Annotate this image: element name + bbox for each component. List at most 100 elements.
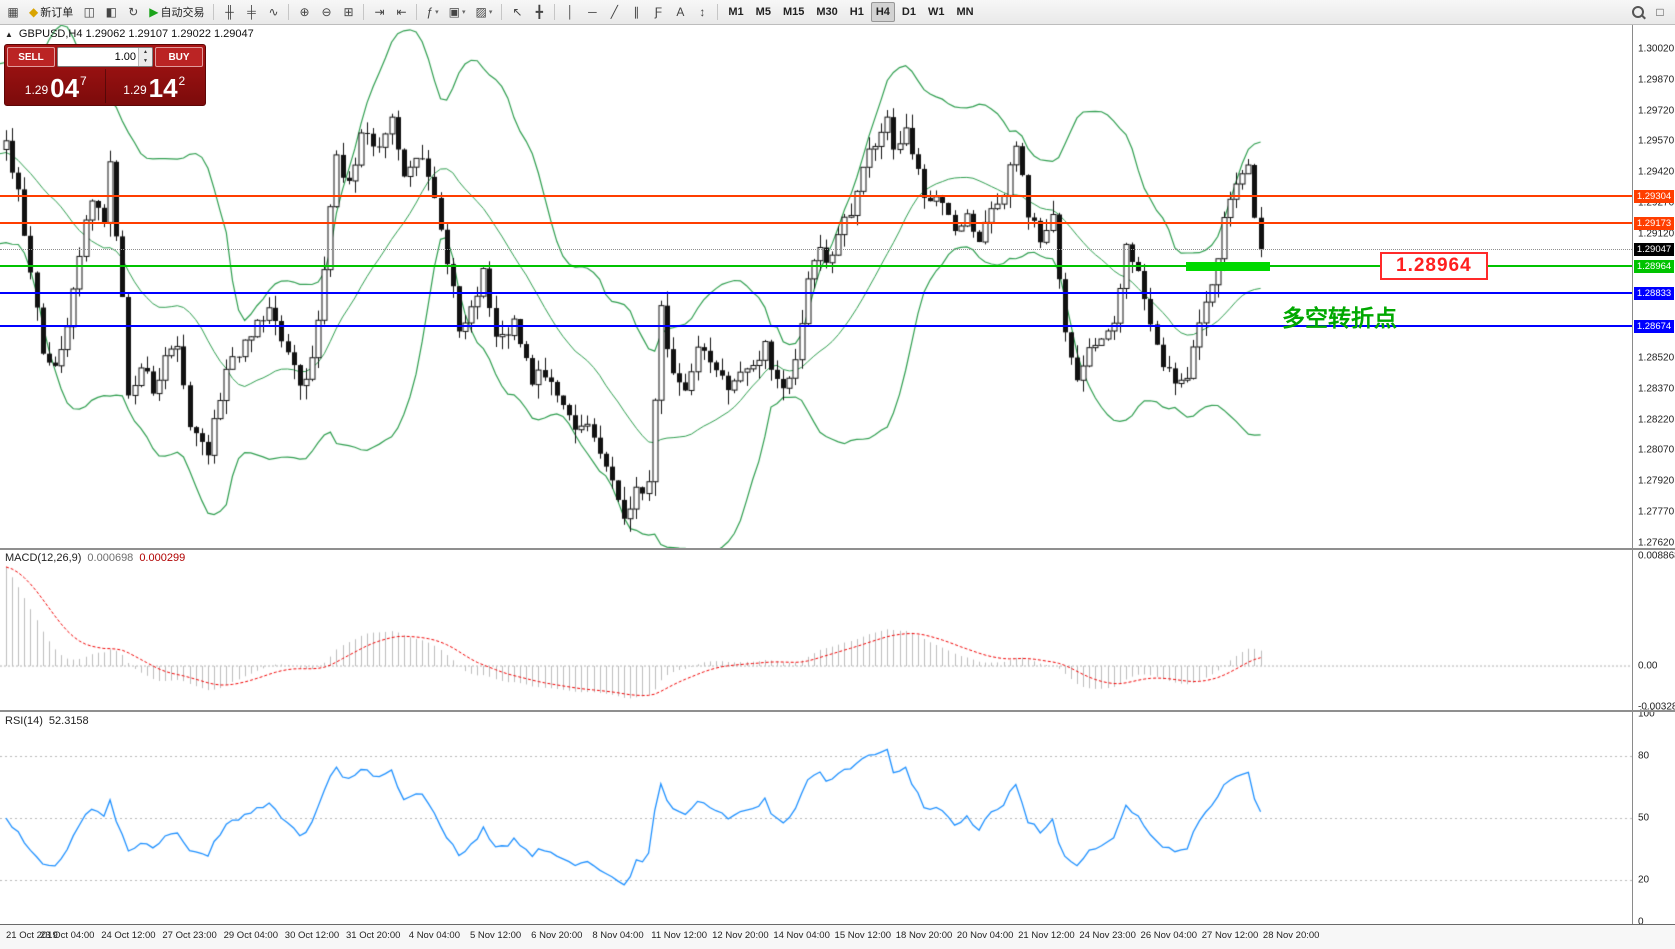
arrows-button[interactable]: ↕	[692, 2, 712, 22]
price-level-label[interactable]: 1.28964	[1380, 252, 1488, 281]
one-click-collapse-toggle[interactable]: ▲	[5, 29, 13, 39]
timeframe-m5-button[interactable]: M5	[751, 2, 776, 22]
price-chart-canvas[interactable]	[0, 24, 1632, 548]
equidistant-channel-button[interactable]: ∥	[626, 2, 646, 22]
pane-splitter-rsi[interactable]	[0, 710, 1675, 712]
sell-price-display[interactable]: 1.29 04 7	[7, 69, 106, 103]
price-tick-label: 1.27770	[1638, 506, 1675, 518]
time-label: 31 Oct 20:00	[345, 930, 401, 941]
timeframe-mn-button[interactable]: MN	[951, 2, 978, 22]
macd-axis-label: -0.003285	[1638, 701, 1675, 713]
sell-price-small: 1.29	[24, 83, 49, 97]
chart-window-icon: □	[1656, 5, 1664, 19]
rsi-indicator-label: RSI(14) 52.3158	[5, 715, 89, 727]
new-chart-button[interactable]: ▦	[3, 2, 23, 22]
time-label: 14 Nov 04:00	[773, 930, 830, 941]
chevron-down-icon: ▾	[435, 9, 439, 16]
support-line-2[interactable]	[0, 324, 1632, 327]
time-label: 5 Nov 12:00	[469, 930, 522, 941]
trendline-button[interactable]: ╱	[604, 2, 624, 22]
time-label: 8 Nov 04:00	[592, 930, 644, 941]
time-label: 18 Nov 20:00	[895, 930, 953, 941]
autotrading-label: 自动交易	[160, 7, 205, 19]
timeframe-mn-label: MN	[956, 6, 974, 18]
line-chart-icon: ∿	[268, 5, 279, 19]
time-label: 29 Oct 04:00	[223, 930, 278, 941]
zoom-in-button[interactable]: ⊕	[294, 2, 314, 22]
cursor-icon: ↖	[512, 5, 523, 19]
new-order-icon: ◆	[29, 5, 39, 19]
resistance-line-1[interactable]	[0, 195, 1632, 198]
vertical-line-button[interactable]: │	[560, 2, 580, 22]
new-order-button[interactable]: ◆ 新订单	[25, 2, 77, 22]
horizontal-line-button[interactable]: ─	[582, 2, 602, 22]
rsi-axis-label: 80	[1638, 750, 1650, 762]
trendline-icon: ╱	[610, 5, 618, 19]
profiles-button[interactable]: ◫	[79, 2, 99, 22]
timeframe-m30-button[interactable]: M30	[811, 2, 842, 22]
price-badge: 1.29304	[1634, 190, 1674, 204]
refresh-icon: ↻	[128, 5, 139, 19]
timeframe-w1-button[interactable]: W1	[923, 2, 950, 22]
price-tick-label: 1.28220	[1638, 414, 1675, 426]
resistance-line-2[interactable]	[0, 222, 1632, 225]
time-label: 26 Nov 04:00	[1140, 930, 1198, 941]
equidistant-channel-icon: ∥	[633, 5, 640, 19]
timeframe-h4-button[interactable]: H4	[870, 2, 895, 22]
buy-price-display[interactable]: 1.29 14 2	[106, 69, 204, 103]
buy-button[interactable]: BUY	[155, 47, 203, 67]
price-axis[interactable]: 1.30020 1.29870 1.29720 1.29570 1.29420 1.292…	[1632, 24, 1675, 928]
refresh-button[interactable]: ↻	[123, 2, 143, 22]
timeframe-m1-label: M1	[728, 6, 744, 18]
price-tick-label: 1.28070	[1638, 444, 1675, 456]
templates-button[interactable]: ▨ ▾	[472, 2, 497, 22]
time-axis[interactable]: 21 Oct 2019 23 Oct 04:00 24 Oct 12:00 27 Oc…	[0, 924, 1675, 949]
bar-chart-button[interactable]: ╫	[219, 2, 239, 22]
autotrading-button[interactable]: ▶ 自动交易	[145, 2, 208, 22]
indicators-button[interactable]: ƒ ▾	[422, 2, 442, 22]
timeframe-h1-button[interactable]: H1	[845, 2, 869, 22]
time-label: 6 Nov 20:00	[531, 930, 583, 941]
tile-windows-button[interactable]: ⊞	[338, 2, 358, 22]
timeframe-d1-button[interactable]: D1	[897, 2, 921, 22]
volume-input[interactable]	[58, 48, 138, 66]
pane-splitter-macd[interactable]	[0, 548, 1675, 550]
chart-window-button[interactable]: □	[1650, 2, 1670, 22]
line-chart-button[interactable]: ∿	[263, 2, 283, 22]
fibonacci-button[interactable]: Ƒ	[648, 2, 668, 22]
timeframe-m1-button[interactable]: M1	[723, 2, 748, 22]
market-watch-button[interactable]: ◧	[101, 2, 121, 22]
price-tick-label: 1.27620	[1638, 537, 1675, 549]
arrows-icon: ↕	[699, 5, 706, 19]
rsi-name: RSI(14)	[5, 715, 43, 727]
turning-point-annotation[interactable]: 多空转折点	[1282, 305, 1397, 332]
rsi-chart-canvas[interactable]	[0, 712, 1632, 924]
periods-button[interactable]: ▣ ▾	[445, 2, 470, 22]
buy-price-sup: 2	[178, 74, 186, 88]
support-line-1[interactable]	[0, 292, 1632, 295]
zoom-out-button[interactable]: ⊖	[316, 2, 336, 22]
macd-main-value: 0.000698	[87, 552, 134, 564]
support-zone-highlight[interactable]	[1186, 261, 1270, 271]
pivot-line[interactable]	[0, 265, 1632, 268]
cursor-button[interactable]: ↖	[507, 2, 527, 22]
sell-button[interactable]: SELL	[7, 47, 55, 67]
toolbar-separator	[717, 4, 719, 20]
time-label: 15 Nov 12:00	[834, 930, 892, 941]
volume-up-button[interactable]: ▲	[139, 48, 152, 57]
search-button[interactable]	[1628, 2, 1648, 22]
volume-down-button[interactable]: ▼	[139, 57, 152, 66]
fibonacci-icon: Ƒ	[654, 5, 663, 19]
timeframe-m15-button[interactable]: M15	[778, 2, 809, 22]
auto-scroll-button[interactable]: ⇥	[369, 2, 389, 22]
chart-shift-button[interactable]: ⇤	[391, 2, 411, 22]
crosshair-button[interactable]: ╋	[529, 2, 549, 22]
toolbar-separator	[363, 4, 365, 20]
candlestick-chart-button[interactable]: ╪	[241, 2, 261, 22]
buy-price-small: 1.29	[123, 83, 147, 97]
text-button[interactable]: A	[670, 2, 690, 22]
macd-chart-canvas[interactable]	[0, 550, 1632, 710]
time-label: 20 Nov 04:00	[956, 930, 1014, 941]
rsi-axis-label: 0	[1638, 916, 1644, 928]
